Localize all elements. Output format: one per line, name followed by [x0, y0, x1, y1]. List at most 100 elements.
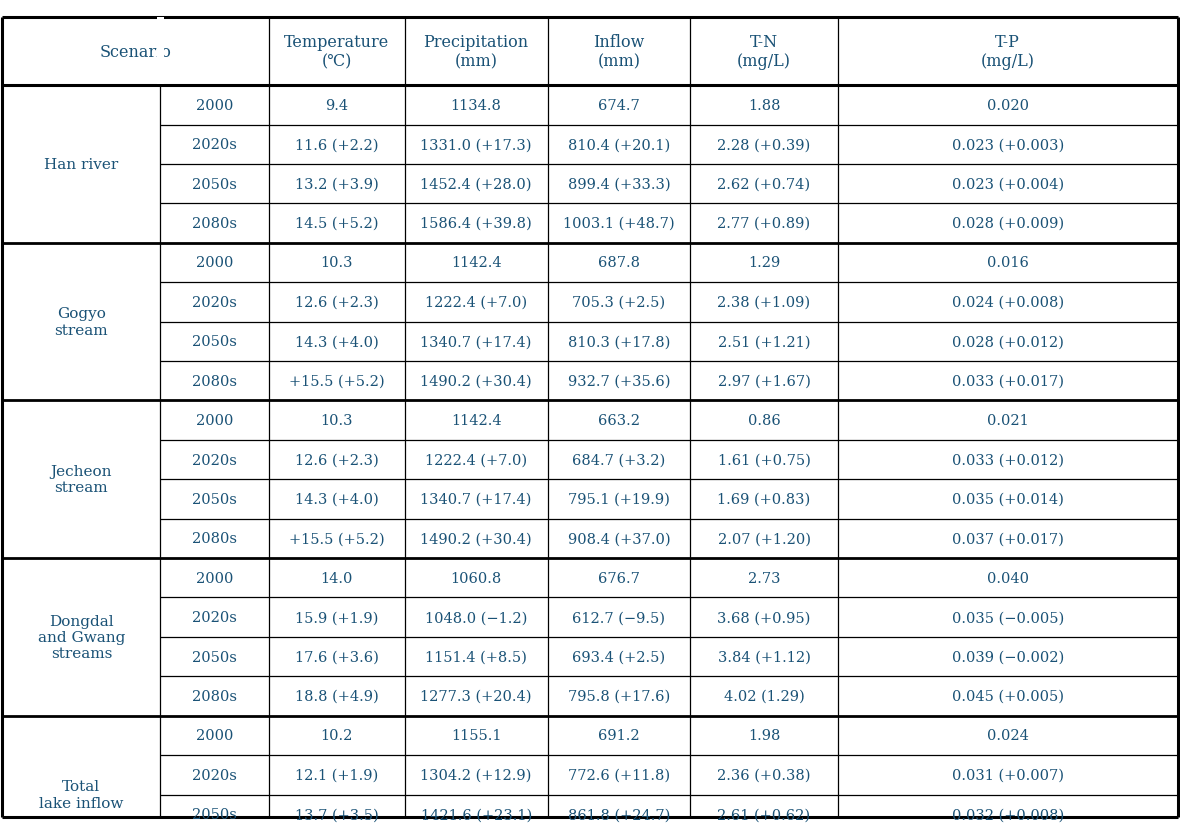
Text: 1003.1 (+48.7): 1003.1 (+48.7)	[563, 217, 675, 231]
Text: 0.035 (+0.014): 0.035 (+0.014)	[952, 492, 1063, 506]
Text: 684.7 (+3.2): 684.7 (+3.2)	[572, 453, 666, 467]
Text: 1142.4: 1142.4	[451, 256, 502, 270]
Text: 1340.7 (+17.4): 1340.7 (+17.4)	[420, 492, 532, 506]
Text: 2080s: 2080s	[192, 532, 237, 546]
Text: 1277.3 (+20.4): 1277.3 (+20.4)	[420, 689, 532, 703]
Text: Scenario: Scenario	[100, 44, 171, 60]
Text: 2050s: 2050s	[192, 492, 237, 506]
Text: 1.29: 1.29	[748, 256, 780, 270]
Text: 2050s: 2050s	[192, 807, 237, 821]
Text: Dongdal
and Gwang
streams: Dongdal and Gwang streams	[38, 614, 125, 660]
Text: Inflow
(mm): Inflow (mm)	[594, 34, 644, 70]
Text: 0.045 (+0.005): 0.045 (+0.005)	[952, 689, 1063, 703]
Text: 0.033 (+0.012): 0.033 (+0.012)	[952, 453, 1063, 467]
Text: 14.3 (+4.0): 14.3 (+4.0)	[295, 492, 379, 506]
Text: 15.9 (+1.9): 15.9 (+1.9)	[295, 610, 379, 624]
Text: Temperature
(℃): Temperature (℃)	[284, 34, 389, 70]
Text: 18.8 (+4.9): 18.8 (+4.9)	[295, 689, 379, 703]
Text: 2.28 (+0.39): 2.28 (+0.39)	[717, 138, 811, 152]
Text: 693.4 (+2.5): 693.4 (+2.5)	[572, 650, 666, 664]
Text: 0.037 (+0.017): 0.037 (+0.017)	[952, 532, 1063, 546]
Text: 1222.4 (+7.0): 1222.4 (+7.0)	[425, 453, 527, 467]
Text: +15.5 (+5.2): +15.5 (+5.2)	[289, 532, 385, 546]
Text: 14.5 (+5.2): 14.5 (+5.2)	[295, 217, 379, 231]
Text: 1490.2 (+30.4): 1490.2 (+30.4)	[420, 532, 532, 546]
Text: 1151.4 (+8.5): 1151.4 (+8.5)	[425, 650, 527, 664]
Text: T-P
(mg/L): T-P (mg/L)	[981, 34, 1035, 70]
Text: 2050s: 2050s	[192, 335, 237, 349]
Text: 2020s: 2020s	[192, 768, 237, 782]
Text: 1304.2 (+12.9): 1304.2 (+12.9)	[420, 768, 532, 782]
Text: 1142.4: 1142.4	[451, 414, 502, 428]
Text: 810.4 (+20.1): 810.4 (+20.1)	[568, 138, 670, 152]
Text: Total
lake inflow: Total lake inflow	[39, 780, 124, 810]
Text: 13.2 (+3.9): 13.2 (+3.9)	[295, 178, 379, 191]
Text: 2050s: 2050s	[192, 178, 237, 191]
Text: 0.040: 0.040	[986, 571, 1029, 585]
Text: 1452.4 (+28.0): 1452.4 (+28.0)	[420, 178, 532, 191]
Text: 2.07 (+1.20): 2.07 (+1.20)	[717, 532, 811, 546]
Bar	[157, 18, 164, 85]
Text: 12.6 (+2.3): 12.6 (+2.3)	[295, 453, 379, 467]
Text: 2080s: 2080s	[192, 689, 237, 703]
Text: 2.51 (+1.21): 2.51 (+1.21)	[717, 335, 811, 349]
Text: 13.7 (+3.5): 13.7 (+3.5)	[295, 807, 379, 821]
Text: 1586.4 (+39.8): 1586.4 (+39.8)	[420, 217, 532, 231]
Text: 0.023 (+0.004): 0.023 (+0.004)	[951, 178, 1064, 191]
Text: 14.3 (+4.0): 14.3 (+4.0)	[295, 335, 379, 349]
Text: 0.031 (+0.007): 0.031 (+0.007)	[952, 768, 1063, 782]
Text: 663.2: 663.2	[598, 414, 640, 428]
Text: 0.86: 0.86	[748, 414, 780, 428]
Text: 11.6 (+2.2): 11.6 (+2.2)	[295, 138, 379, 152]
Text: 2000: 2000	[196, 98, 234, 112]
Text: 0.033 (+0.017): 0.033 (+0.017)	[952, 375, 1063, 388]
Text: 2.38 (+1.09): 2.38 (+1.09)	[717, 295, 811, 309]
Text: 0.016: 0.016	[986, 256, 1029, 270]
Text: 795.1 (+19.9): 795.1 (+19.9)	[568, 492, 670, 506]
Text: 2.61 (+0.62): 2.61 (+0.62)	[717, 807, 811, 821]
Text: 0.020: 0.020	[986, 98, 1029, 112]
Text: 795.8 (+17.6): 795.8 (+17.6)	[568, 689, 670, 703]
Text: 932.7 (+35.6): 932.7 (+35.6)	[568, 375, 670, 388]
Text: 2000: 2000	[196, 414, 234, 428]
Text: T-N
(mg/L): T-N (mg/L)	[738, 34, 791, 70]
Text: 0.032 (+0.008): 0.032 (+0.008)	[951, 807, 1064, 821]
Text: 676.7: 676.7	[598, 571, 640, 585]
Text: 4.02 (1.29): 4.02 (1.29)	[723, 689, 805, 703]
Text: 10.3: 10.3	[321, 256, 353, 270]
Text: 0.023 (+0.003): 0.023 (+0.003)	[951, 138, 1064, 152]
Text: 3.68 (+0.95): 3.68 (+0.95)	[717, 610, 811, 624]
Text: 2.97 (+1.67): 2.97 (+1.67)	[717, 375, 811, 388]
Text: 2020s: 2020s	[192, 610, 237, 624]
Text: 899.4 (+33.3): 899.4 (+33.3)	[568, 178, 670, 191]
Text: Gogyo
stream: Gogyo stream	[54, 307, 109, 337]
Text: 2000: 2000	[196, 729, 234, 743]
Text: 1.98: 1.98	[748, 729, 780, 743]
Text: 2000: 2000	[196, 571, 234, 585]
Text: 810.3 (+17.8): 810.3 (+17.8)	[568, 335, 670, 349]
Text: 612.7 (−9.5): 612.7 (−9.5)	[572, 610, 666, 624]
Text: 1.61 (+0.75): 1.61 (+0.75)	[717, 453, 811, 467]
Text: 1222.4 (+7.0): 1222.4 (+7.0)	[425, 295, 527, 309]
Text: 0.028 (+0.009): 0.028 (+0.009)	[951, 217, 1064, 231]
Text: 1134.8: 1134.8	[451, 98, 502, 112]
Text: 1.88: 1.88	[748, 98, 780, 112]
Text: 2000: 2000	[196, 256, 234, 270]
Text: 705.3 (+2.5): 705.3 (+2.5)	[572, 295, 666, 309]
Text: 0.028 (+0.012): 0.028 (+0.012)	[952, 335, 1063, 349]
Text: 0.021: 0.021	[986, 414, 1029, 428]
Text: 14.0: 14.0	[321, 571, 353, 585]
Text: Precipitation
(mm): Precipitation (mm)	[424, 34, 529, 70]
Text: 687.8: 687.8	[598, 256, 640, 270]
Text: 674.7: 674.7	[598, 98, 640, 112]
Text: 12.6 (+2.3): 12.6 (+2.3)	[295, 295, 379, 309]
Text: 2.62 (+0.74): 2.62 (+0.74)	[717, 178, 811, 191]
Text: 12.1 (+1.9): 12.1 (+1.9)	[295, 768, 379, 782]
Text: 0.024 (+0.008): 0.024 (+0.008)	[951, 295, 1064, 309]
Text: 0.024: 0.024	[986, 729, 1029, 743]
Text: 772.6 (+11.8): 772.6 (+11.8)	[568, 768, 670, 782]
Text: 9.4: 9.4	[326, 98, 348, 112]
Text: 2.36 (+0.38): 2.36 (+0.38)	[717, 768, 811, 782]
Text: 1048.0 (−1.2): 1048.0 (−1.2)	[425, 610, 527, 624]
Text: 2050s: 2050s	[192, 650, 237, 664]
